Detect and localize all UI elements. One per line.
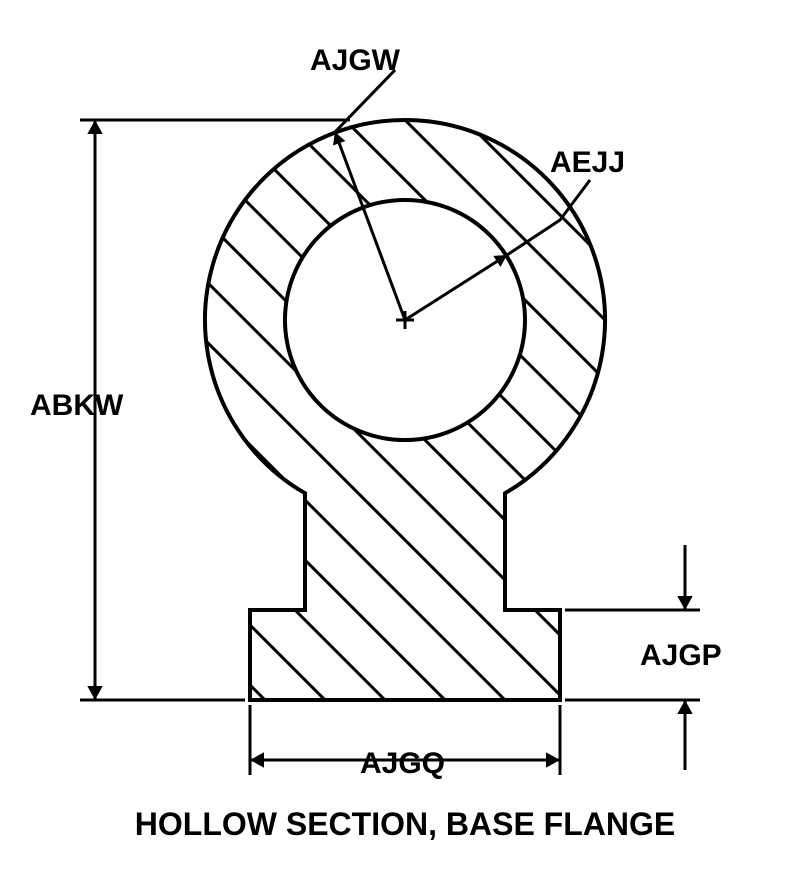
figure-title: HOLLOW SECTION, BASE FLANGE bbox=[135, 806, 675, 842]
dim-abkw-label: ABKW bbox=[30, 389, 124, 422]
dim-ajgq-label: AJGQ bbox=[360, 747, 445, 780]
dim-abkw: ABKW bbox=[30, 120, 350, 700]
dim-ajgp-label: AJGP bbox=[640, 639, 722, 672]
dim-ajgw-label: AJGW bbox=[310, 44, 401, 77]
part-outline bbox=[205, 120, 605, 700]
dim-ajgq: AJGQ bbox=[250, 705, 560, 780]
dim-ajgp: AJGP bbox=[565, 545, 722, 770]
dim-aejj-label: AEJJ bbox=[550, 146, 625, 179]
dim-ajgw: AJGW bbox=[310, 44, 405, 320]
hatching bbox=[155, 0, 655, 870]
